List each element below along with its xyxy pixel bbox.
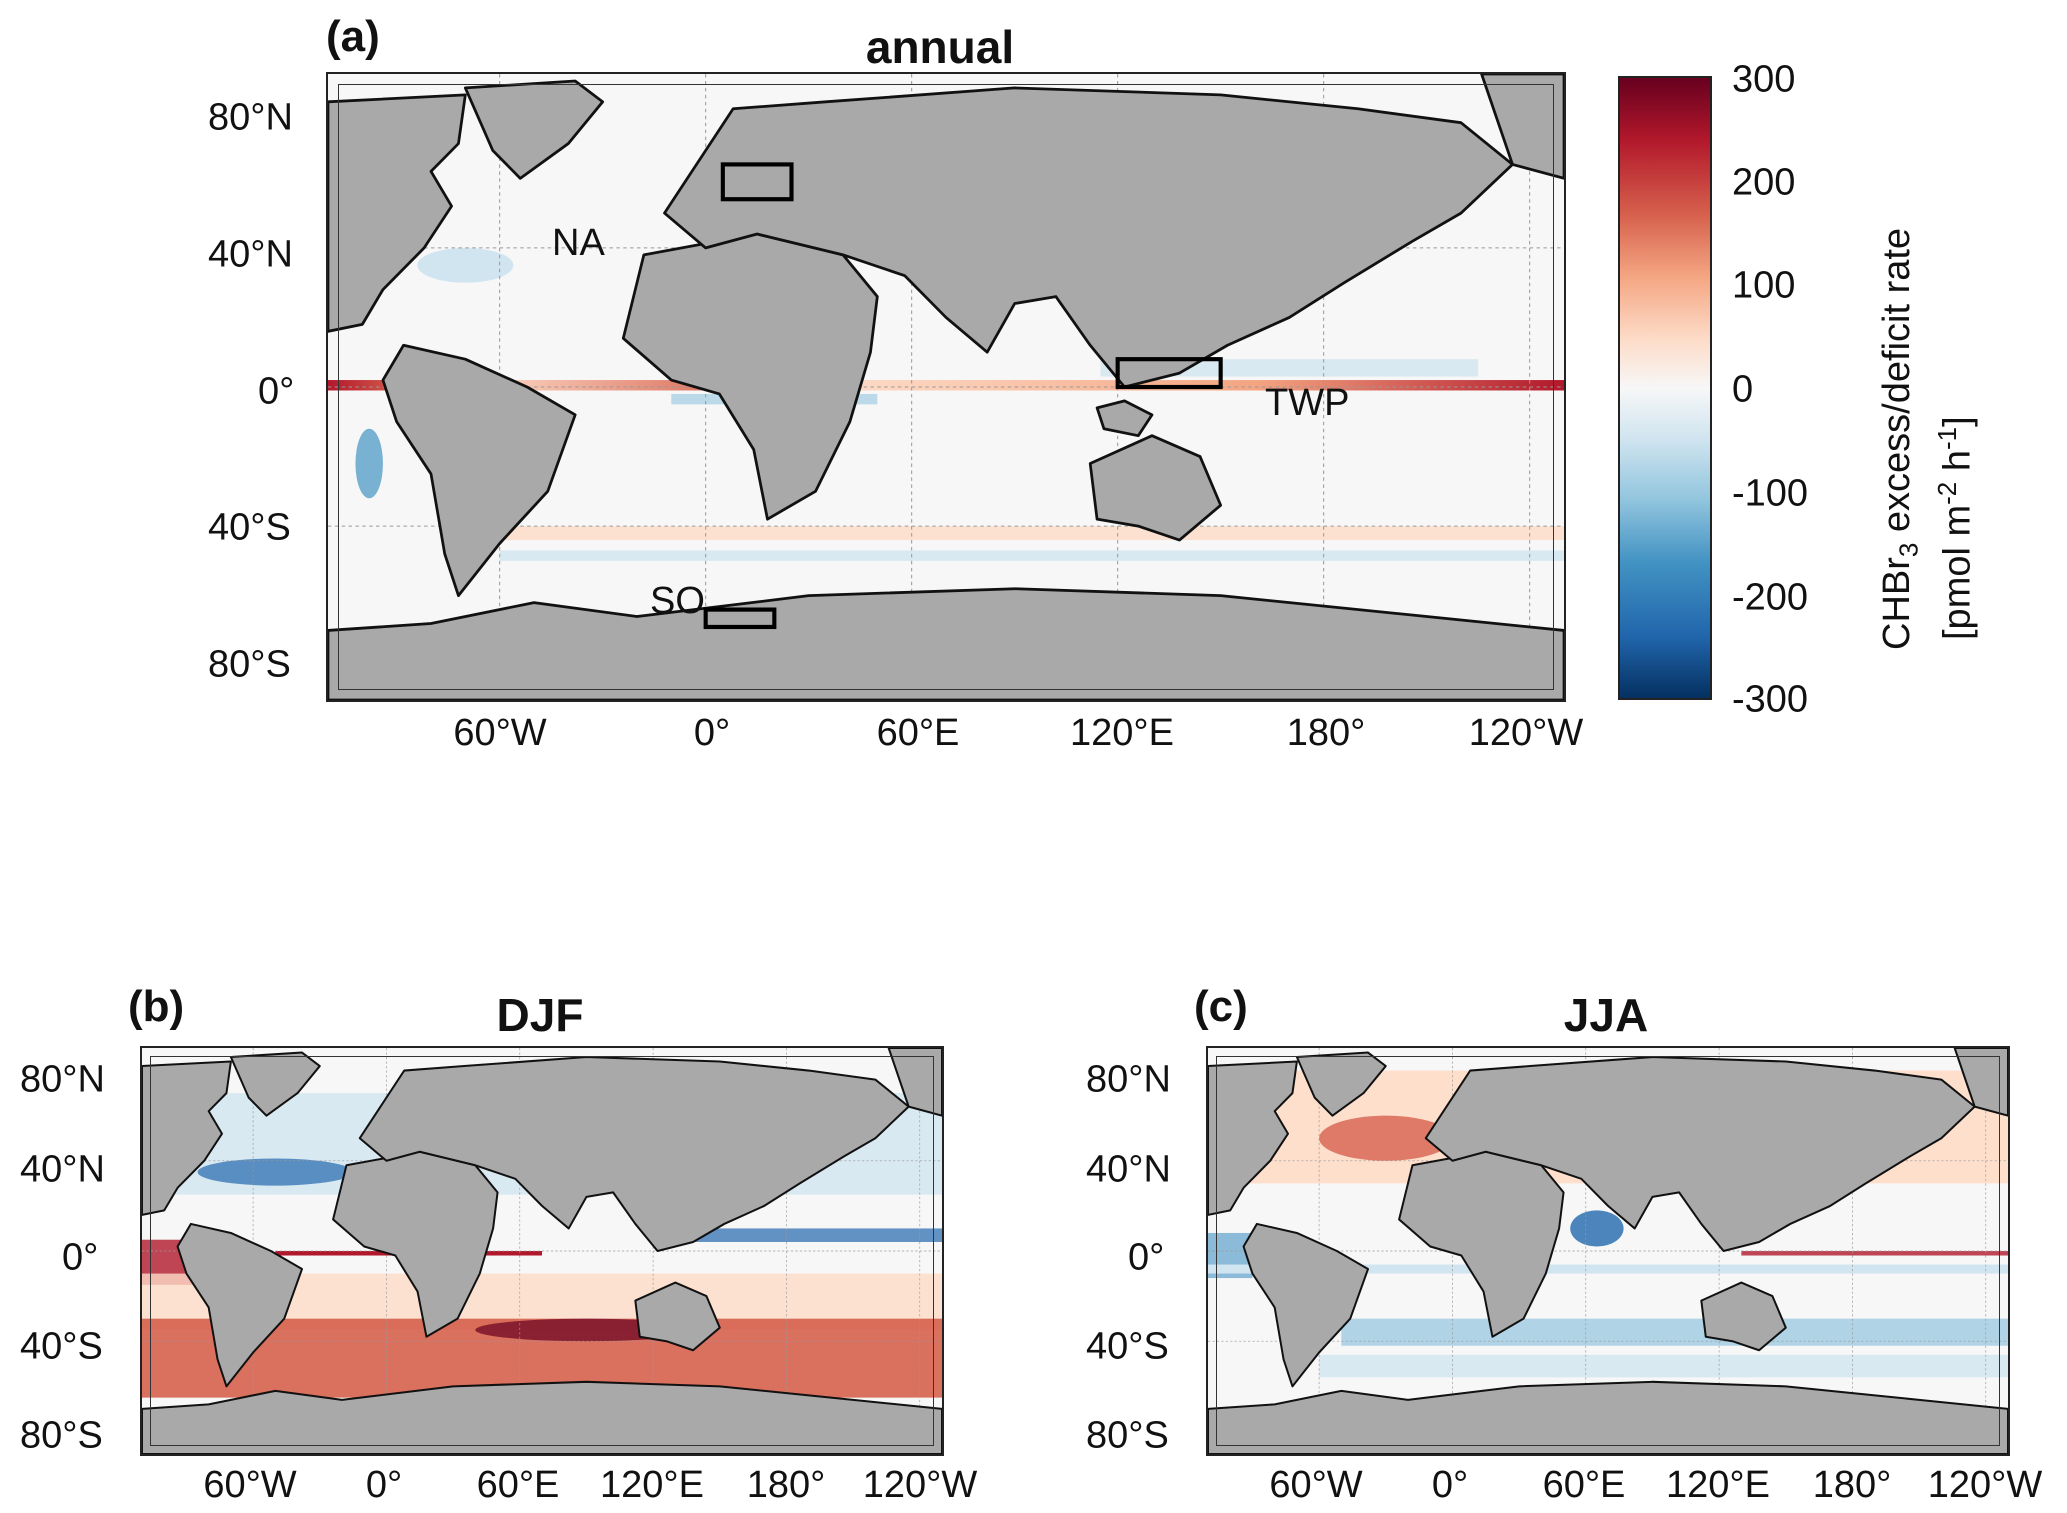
lat-tick-jja-40n: 40°N xyxy=(1086,1148,1171,1191)
land-masses xyxy=(328,74,1564,700)
colorbar-tick-200: 200 xyxy=(1732,161,1796,204)
lon-tick-jja-0: 0° xyxy=(1431,1464,1469,1506)
region-label-na: NA xyxy=(552,222,605,264)
lon-tick-jja-60e: 60°E xyxy=(1542,1464,1626,1506)
lat-tick-jja-0: 0° xyxy=(1128,1236,1165,1279)
map-jja xyxy=(1206,1046,2010,1456)
map-jja-svg xyxy=(1208,1048,2008,1454)
colorbar-label-line2: [pmol m-2 h-1] xyxy=(1932,416,1979,640)
lat-tick-djf-80s: 80°S xyxy=(20,1414,103,1457)
map-annual xyxy=(326,72,1566,702)
region-boxes xyxy=(703,162,1223,630)
lat-tick-80n: 80°N xyxy=(208,96,293,139)
region-box-na xyxy=(720,162,794,202)
lat-tick-40n: 40°N xyxy=(208,233,293,276)
colorbar-tick-100: 100 xyxy=(1732,264,1796,307)
lon-tick-120w: 120°W xyxy=(1468,712,1584,754)
lon-tick-jja-120w: 120°W xyxy=(1927,1464,2043,1506)
lon-tick-120e: 120°E xyxy=(1070,712,1174,754)
panel-title-b: DJF xyxy=(496,989,584,1041)
lon-tick-djf-120e: 120°E xyxy=(600,1464,704,1506)
region-box-twp xyxy=(1115,357,1223,390)
lat-tick-djf-0: 0° xyxy=(62,1236,99,1279)
lat-tick-jja-80s: 80°S xyxy=(1086,1414,1169,1457)
equatorial-band xyxy=(328,380,1564,391)
lon-tick-djf-180: 180° xyxy=(746,1464,826,1506)
lon-tick-60w: 60°W xyxy=(453,712,547,754)
lat-tick-80s: 80°S xyxy=(208,643,291,686)
panel-label-b: (b) xyxy=(128,982,185,1031)
colorbar-tick-neg100: -100 xyxy=(1732,472,1809,515)
lon-tick-djf-60w: 60°W xyxy=(203,1464,297,1506)
lon-tick-djf-60e: 60°E xyxy=(476,1464,560,1506)
map-annual-svg xyxy=(328,74,1564,700)
colorbar-label-line1: CHBr3 excess/deficit rate xyxy=(1876,227,1924,650)
lon-tick-jja-120e: 120°E xyxy=(1666,1464,1770,1506)
lat-tick-0: 0° xyxy=(258,370,295,413)
lat-tick-djf-80n: 80°N xyxy=(20,1058,105,1101)
panel-title-c: JJA xyxy=(1563,989,1649,1041)
colorbar-tick-300: 300 xyxy=(1732,58,1796,101)
panel-label-c: (c) xyxy=(1194,982,1248,1031)
region-label-so: SO xyxy=(650,580,705,622)
colorbar-tick-neg300: -300 xyxy=(1732,678,1809,721)
lon-tick-djf-120w: 120°W xyxy=(862,1464,978,1506)
lon-tick-0: 0° xyxy=(693,712,731,754)
region-label-twp: TWP xyxy=(1265,382,1350,424)
lat-tick-djf-40s: 40°S xyxy=(20,1325,103,1368)
lat-tick-40s: 40°S xyxy=(208,506,291,549)
lat-tick-jja-80n: 80°N xyxy=(1086,1058,1171,1101)
lat-tick-djf-40n: 40°N xyxy=(20,1148,105,1191)
land-masses-jja xyxy=(1208,1048,2008,1454)
lon-tick-180: 180° xyxy=(1286,712,1366,754)
map-djf-svg xyxy=(142,1048,942,1454)
map-djf xyxy=(140,1046,944,1456)
colorbar-tick-neg200: -200 xyxy=(1732,576,1809,619)
panel-title-a: annual xyxy=(865,21,1015,73)
lon-tick-djf-0: 0° xyxy=(365,1464,403,1506)
colorbar xyxy=(1618,76,1712,700)
lat-tick-jja-40s: 40°S xyxy=(1086,1325,1169,1368)
panel-label-a: (a) xyxy=(326,12,380,61)
lon-tick-60e: 60°E xyxy=(876,712,960,754)
lon-tick-jja-180: 180° xyxy=(1812,1464,1892,1506)
colorbar-tick-0: 0 xyxy=(1732,368,1754,411)
land-masses-djf xyxy=(142,1048,942,1454)
lon-tick-jja-60w: 60°W xyxy=(1269,1464,1363,1506)
region-box-so xyxy=(703,607,777,630)
